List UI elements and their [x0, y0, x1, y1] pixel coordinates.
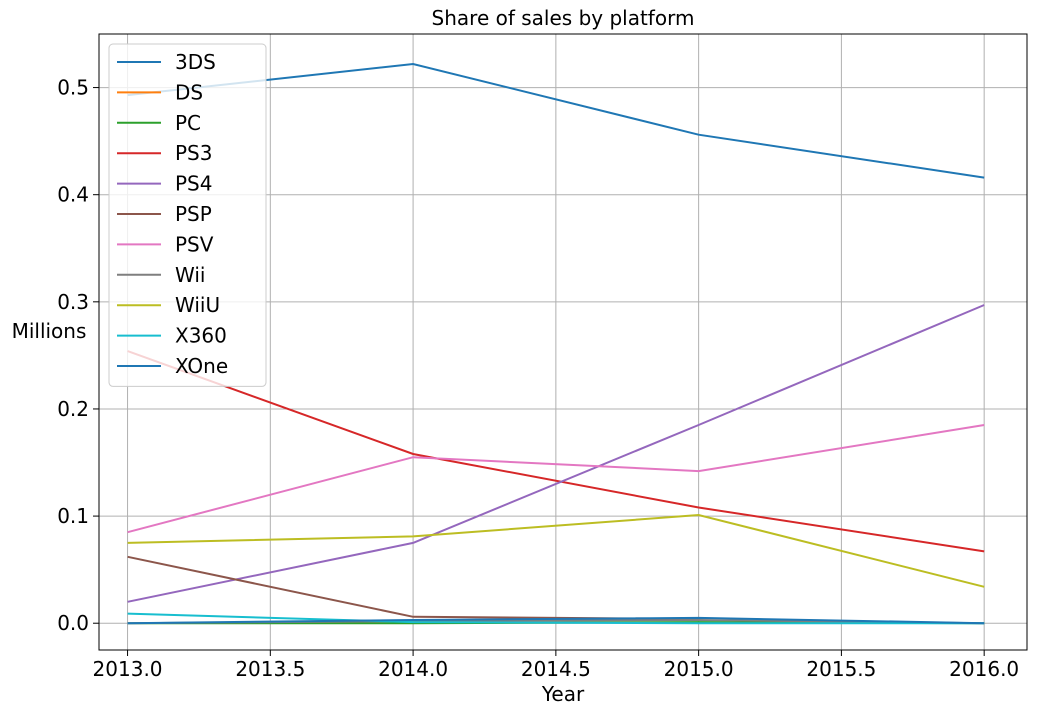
y-tick-label: 0.3 [57, 290, 89, 314]
y-axis-label: Millions [12, 319, 87, 343]
legend-label: Wii [175, 263, 205, 287]
x-axis: 2013.0 2013.5 2014.0 2014.5 2015.0 2015.5 2016… [93, 650, 1019, 681]
series-line-ps3 [127, 350, 985, 553]
y-tick-label: 0.2 [57, 397, 89, 421]
x-tick-label: 2016.0 [949, 657, 1019, 681]
legend-label: PS4 [175, 172, 212, 196]
x-tick-label: 2014.0 [378, 657, 448, 681]
y-axis: 0.0 0.1 0.2 0.3 0.4 0.5 [57, 76, 99, 635]
y-tick-label: 0.0 [57, 611, 89, 635]
y-tick-label: 0.1 [57, 504, 89, 528]
x-axis-label: Year [541, 682, 585, 706]
chart-title: Share of sales by platform [432, 6, 695, 30]
series-line-ps4 [127, 304, 985, 603]
legend-label: PS3 [175, 141, 212, 165]
legend-box [108, 43, 267, 387]
legend-label: WiiU [175, 293, 220, 317]
series-line-x360 [127, 612, 985, 625]
y-tick-label: 0.4 [57, 183, 89, 207]
legend-label: PC [175, 111, 201, 135]
series-lines [127, 62, 985, 625]
plot-frame [98, 33, 1028, 651]
series-line-3ds [127, 62, 985, 179]
legend-label: XOne [175, 354, 228, 378]
x-tick-label: 2013.5 [235, 657, 305, 681]
legend-label: DS [175, 80, 203, 104]
legend: 3DS DS PC PS3 PS4 PSP PSV Wii WiiU X360 XOne [108, 43, 267, 387]
legend-label: PSV [175, 232, 214, 256]
series-line-xone [127, 616, 985, 625]
x-tick-label: 2015.0 [664, 657, 734, 681]
legend-label: 3DS [175, 50, 216, 74]
legend-label: X360 [175, 324, 227, 348]
x-tick-label: 2015.5 [806, 657, 876, 681]
x-tick-label: 2014.5 [521, 657, 591, 681]
series-line-psv [127, 424, 985, 534]
y-tick-label: 0.5 [57, 76, 89, 100]
x-tick-label: 2013.0 [93, 657, 163, 681]
legend-label: PSP [175, 202, 212, 226]
series-line-wiiu [127, 513, 985, 588]
